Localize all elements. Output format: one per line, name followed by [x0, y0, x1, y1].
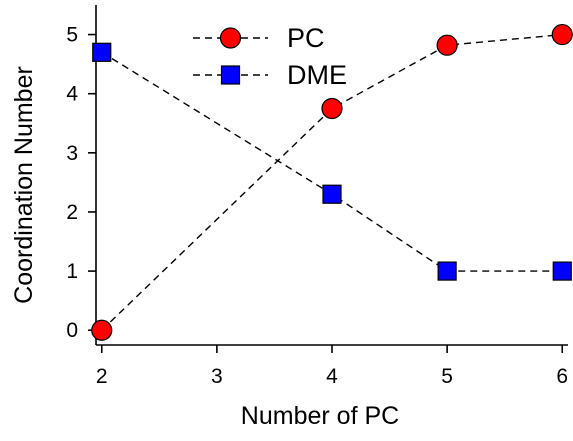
- series-pc: [91, 23, 573, 341]
- legend-marker-pc: [219, 27, 242, 49]
- x-tick-label: 4: [326, 365, 338, 388]
- legend-label-pc: PC: [287, 23, 325, 53]
- x-tick-label: 2: [96, 365, 108, 388]
- x-tick-label: 5: [441, 365, 453, 388]
- y-tick-label: 2: [66, 201, 78, 224]
- data-point-pc: [91, 319, 113, 341]
- data-point-dme: [437, 261, 457, 281]
- data-point-dme: [552, 261, 572, 281]
- x-tick-label: 3: [211, 365, 223, 388]
- y-tick-label: 5: [66, 24, 78, 47]
- data-point-pc: [321, 97, 343, 120]
- data-point-dme: [322, 184, 342, 204]
- y-tick-label: 1: [66, 260, 78, 283]
- series-dme: [92, 42, 572, 281]
- data-point-pc: [436, 34, 458, 56]
- legend-item-dme: DME: [193, 60, 347, 90]
- data-point-dme: [92, 42, 112, 62]
- y-tick-label: 4: [66, 83, 78, 106]
- y-tick-label: 0: [66, 319, 78, 342]
- series-line-dme: [101, 51, 563, 272]
- legend-item-pc: PC: [193, 23, 325, 53]
- plot-area: [91, 23, 573, 341]
- legend: PC DME: [193, 23, 347, 90]
- legend-marker-dme: [220, 65, 241, 85]
- x-axis-label: Number of PC: [241, 402, 399, 430]
- x-tick-label: 6: [556, 365, 568, 388]
- axes: 0 1 2 3 4 5 2 3 4 5 6: [66, 5, 568, 388]
- series-line-pc: [101, 33, 563, 331]
- y-axis-label: Coordination Number: [10, 66, 38, 304]
- y-tick-label: 3: [66, 142, 78, 165]
- data-point-pc: [551, 23, 573, 46]
- legend-label-dme: DME: [287, 60, 347, 90]
